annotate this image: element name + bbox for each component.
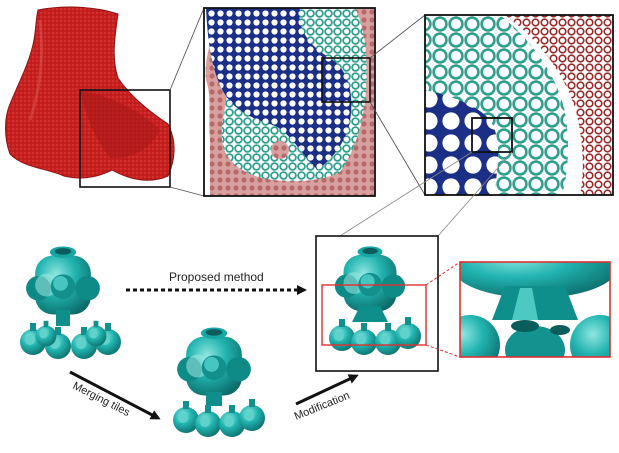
proposed-method-label: Proposed method: [169, 270, 264, 284]
junction-zoom-detail: [460, 262, 610, 357]
zoom-line: [169, 186, 205, 197]
lattice-panel-frame: [203, 7, 376, 197]
modification-highlight-box: [321, 284, 427, 346]
modification-arrow: [295, 374, 359, 406]
junction-zoom-frame: [459, 261, 611, 358]
lattice-zoom-box: [321, 57, 371, 103]
lattice-detail-zoom-box: [471, 117, 513, 153]
zoom-line: [425, 261, 461, 286]
lattice-cross-section: [204, 8, 375, 196]
lattice-zoom-detail: [425, 15, 613, 195]
zoom-line: [437, 151, 513, 237]
modified-tiles: [329, 246, 421, 355]
zoom-line: [369, 14, 426, 59]
merging-tiles-arrow: [69, 370, 161, 420]
modified-tile-frame: [315, 235, 439, 372]
modification-label: Modification: [293, 390, 352, 423]
femur-bone-model: [5, 6, 175, 181]
merged-tiles: [173, 327, 265, 437]
zoom-line: [339, 151, 473, 237]
zoom-line: [169, 7, 205, 91]
lattice-detail-frame: [424, 14, 614, 196]
zoom-line: [425, 344, 461, 358]
original-tiles: [20, 246, 121, 359]
zoom-line: [369, 101, 426, 196]
bone-zoom-box: [79, 89, 171, 188]
